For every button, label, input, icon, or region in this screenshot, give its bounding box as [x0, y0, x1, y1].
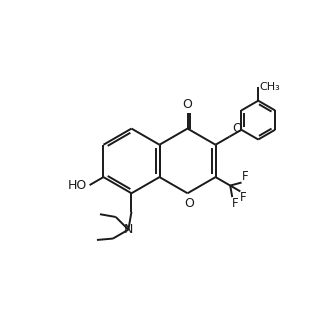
Text: O: O — [182, 98, 192, 111]
Text: N: N — [124, 223, 133, 236]
Text: F: F — [241, 170, 248, 183]
Text: F: F — [240, 192, 247, 204]
Text: O: O — [232, 122, 242, 135]
Text: O: O — [184, 197, 194, 210]
Text: CH₃: CH₃ — [259, 82, 280, 92]
Text: HO: HO — [68, 179, 87, 192]
Text: F: F — [232, 197, 239, 210]
